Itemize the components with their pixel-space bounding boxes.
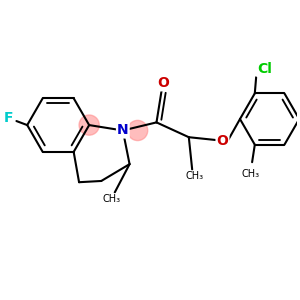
Text: O: O <box>157 76 169 90</box>
Text: CH₃: CH₃ <box>185 171 203 181</box>
Text: O: O <box>217 134 228 148</box>
Circle shape <box>79 115 99 135</box>
Circle shape <box>128 120 148 141</box>
Text: Cl: Cl <box>257 62 272 76</box>
Text: F: F <box>4 111 13 125</box>
Text: CH₃: CH₃ <box>242 169 260 178</box>
Text: N: N <box>117 124 129 137</box>
Text: CH₃: CH₃ <box>102 194 120 204</box>
